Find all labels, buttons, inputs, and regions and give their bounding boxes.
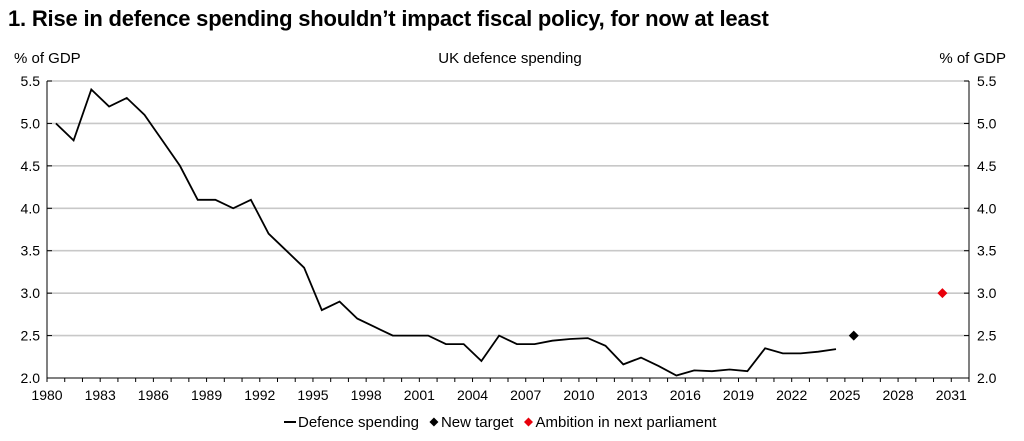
y-axis-label-right: % of GDP	[939, 50, 1006, 67]
y-tick-label-right: 2.5	[977, 328, 997, 344]
y-tick-label-right: 4.5	[977, 158, 997, 174]
y-tick-label-left: 4.0	[21, 200, 41, 216]
x-tick-label: 2013	[617, 387, 648, 403]
x-tick-label: 2007	[510, 387, 541, 403]
x-tick-label: 1983	[85, 387, 116, 403]
legend-symbol-diamond	[429, 417, 439, 427]
x-tick-label: 1989	[191, 387, 222, 403]
chart-title: 1. Rise in defence spending shouldn’t im…	[8, 6, 769, 31]
x-tick-label: 1992	[244, 387, 275, 403]
y-tick-label-right: 3.0	[977, 285, 997, 301]
series-line-defence-spending	[55, 87, 837, 377]
x-tick-label: 2004	[457, 387, 488, 403]
legend-symbol-diamond	[523, 417, 533, 427]
chart-subtitle: UK defence spending	[438, 50, 581, 67]
x-tick-label: 1998	[351, 387, 382, 403]
y-tick-label-left: 3.5	[21, 243, 41, 259]
x-tick-label: 1995	[297, 387, 328, 403]
x-tick-label: 2028	[882, 387, 913, 403]
y-tick-label-left: 5.0	[21, 115, 41, 131]
x-tick-label: 2010	[563, 387, 594, 403]
x-tick-label: 2031	[936, 387, 967, 403]
legend-label: Defence spending	[298, 414, 419, 431]
marker-ambition	[937, 288, 948, 299]
x-tick-label: 2001	[404, 387, 435, 403]
y-tick-label-right: 3.5	[977, 243, 997, 259]
y-tick-label-right: 2.0	[977, 370, 997, 386]
legend-label: New target	[441, 414, 514, 431]
y-axis-label-left: % of GDP	[14, 50, 81, 67]
y-tick-label-left: 3.0	[21, 285, 41, 301]
x-tick-label: 2022	[776, 387, 807, 403]
y-tick-label-left: 4.5	[21, 158, 41, 174]
x-tick-label: 1986	[138, 387, 169, 403]
x-tick-label: 2016	[670, 387, 701, 403]
x-tick-label: 2025	[829, 387, 860, 403]
y-tick-label-right: 5.0	[977, 115, 997, 131]
y-tick-label-left: 2.0	[21, 370, 41, 386]
y-tick-label-right: 5.5	[977, 73, 997, 89]
marker-new-target	[848, 330, 859, 341]
legend-label: Ambition in next parliament	[535, 414, 717, 431]
y-tick-label-right: 4.0	[977, 200, 997, 216]
x-tick-label: 1980	[31, 387, 62, 403]
y-tick-label-left: 5.5	[21, 73, 41, 89]
x-tick-label: 2019	[723, 387, 754, 403]
y-tick-label-left: 2.5	[21, 328, 41, 344]
